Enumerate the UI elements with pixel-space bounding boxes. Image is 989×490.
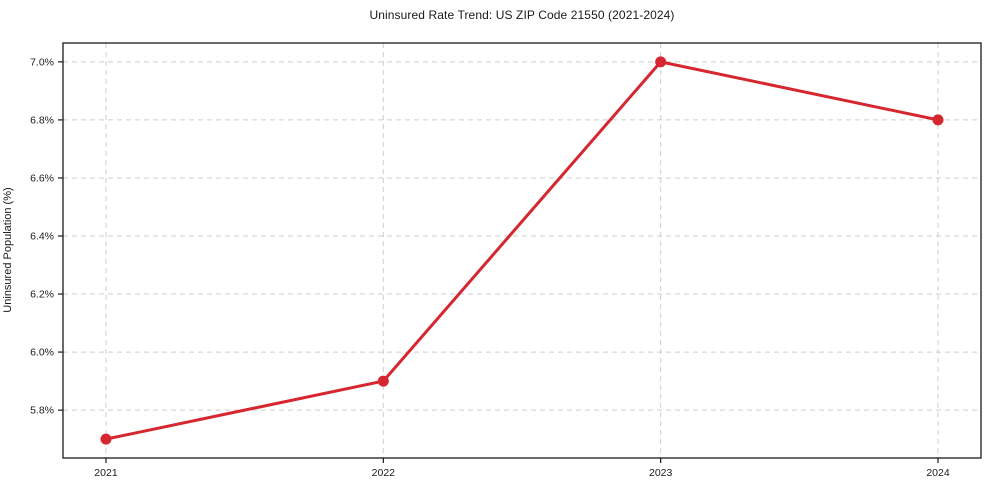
y-tick-label: 6.8% (30, 114, 54, 126)
x-tick-label: 2021 (94, 467, 118, 479)
data-point (655, 56, 667, 68)
x-tick-label: 2023 (649, 467, 673, 479)
x-tick-label: 2024 (926, 467, 950, 479)
chart-title: Uninsured Rate Trend: US ZIP Code 21550 … (369, 8, 675, 22)
trend-line (104, 60, 940, 441)
y-tick-label: 6.4% (30, 230, 54, 242)
data-point (932, 114, 944, 126)
y-tick-label: 6.6% (30, 172, 54, 184)
y-tick-label: 6.2% (30, 288, 54, 300)
y-axis-label: Uninsured Population (%) (2, 187, 14, 313)
y-tick-label: 7.0% (30, 56, 54, 68)
data-point (377, 375, 389, 387)
data-point (100, 433, 112, 445)
axes-spines (62, 42, 982, 459)
y-tick-label: 6.0% (30, 347, 54, 359)
x-tick-label: 2022 (372, 467, 396, 479)
y-tick-label: 5.8% (30, 405, 54, 417)
